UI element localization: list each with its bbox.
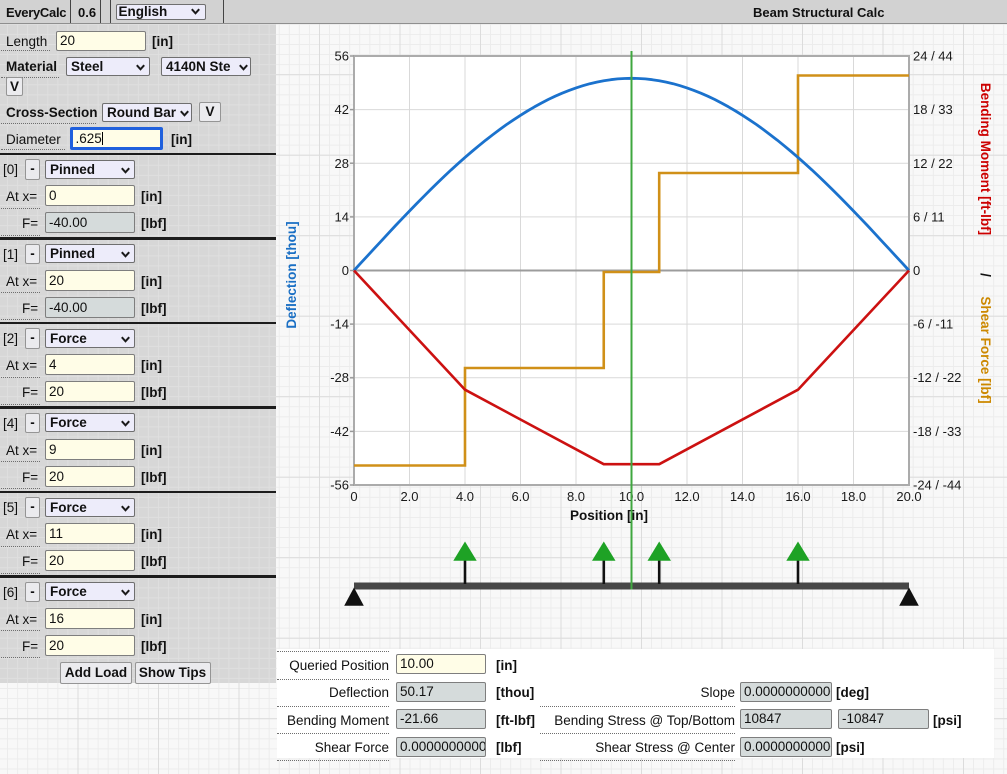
svg-text:18 / 33: 18 / 33: [913, 102, 953, 117]
svg-text:-42: -42: [330, 424, 349, 439]
svg-text:Position [in]: Position [in]: [570, 508, 648, 523]
svg-text:0: 0: [350, 489, 357, 504]
svg-text:0: 0: [342, 263, 349, 278]
svg-text:-28: -28: [330, 370, 349, 385]
svg-text:56: 56: [335, 49, 349, 64]
svg-text:Deflection [thou]: Deflection [thou]: [284, 221, 299, 328]
svg-text:-56: -56: [330, 478, 349, 493]
svg-text:42: 42: [335, 102, 349, 117]
svg-text:18.0: 18.0: [841, 489, 866, 504]
svg-text:-6 / -11: -6 / -11: [913, 317, 953, 332]
svg-text:6.0: 6.0: [511, 489, 529, 504]
svg-text:/: /: [978, 273, 993, 277]
svg-text:20.0: 20.0: [896, 489, 921, 504]
svg-text:12 / 22: 12 / 22: [913, 156, 953, 171]
svg-text:0: 0: [913, 263, 920, 278]
svg-text:14: 14: [335, 209, 349, 224]
svg-text:-12 / -22: -12 / -22: [913, 370, 961, 385]
svg-text:4.0: 4.0: [456, 489, 474, 504]
svg-text:14.0: 14.0: [730, 489, 755, 504]
svg-text:24 / 44: 24 / 44: [913, 49, 953, 64]
svg-text:Shear Force [lbf]: Shear Force [lbf]: [978, 296, 993, 403]
svg-text:-18 / -33: -18 / -33: [913, 424, 961, 439]
svg-text:Bending Moment [ft-lbf]: Bending Moment [ft-lbf]: [978, 83, 993, 235]
svg-text:-14: -14: [330, 317, 349, 332]
svg-text:-24 / -44: -24 / -44: [913, 478, 961, 493]
svg-text:16.0: 16.0: [785, 489, 810, 504]
svg-text:2.0: 2.0: [400, 489, 418, 504]
svg-text:12.0: 12.0: [674, 489, 699, 504]
svg-text:6 / 11: 6 / 11: [913, 209, 945, 224]
svg-text:28: 28: [335, 156, 349, 171]
svg-text:8.0: 8.0: [567, 489, 585, 504]
